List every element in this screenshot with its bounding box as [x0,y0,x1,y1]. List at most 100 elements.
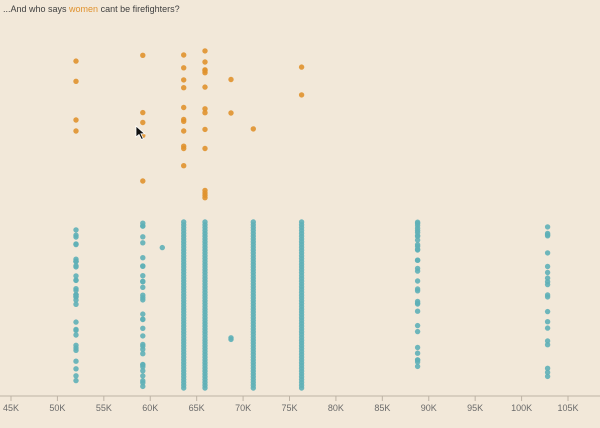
women-point[interactable] [202,59,208,65]
men-point[interactable] [140,316,146,323]
women-point[interactable] [228,76,234,83]
men-point[interactable] [414,298,421,305]
men-point[interactable] [140,223,146,229]
men-point[interactable] [544,369,551,376]
men-point[interactable] [298,385,305,391]
women-point[interactable] [140,109,146,116]
men-point[interactable] [414,359,421,365]
women-point[interactable] [202,84,208,90]
women-point[interactable] [73,78,79,85]
women-point[interactable] [181,77,187,83]
men-point[interactable] [140,368,146,374]
women-point[interactable] [73,117,79,123]
men-point[interactable] [414,308,421,314]
men-point[interactable] [544,338,551,344]
men-point[interactable] [159,244,165,251]
men-point[interactable] [544,224,551,230]
men-point[interactable] [414,322,421,329]
men-point[interactable] [414,288,421,294]
men-point[interactable] [140,255,146,261]
women-point[interactable] [140,52,146,58]
men-point[interactable] [73,319,79,325]
men-point[interactable] [140,284,146,290]
men-point[interactable] [414,242,421,248]
men-point[interactable] [181,385,187,391]
women-point[interactable] [202,195,208,201]
men-point[interactable] [73,241,79,247]
men-point[interactable] [544,319,551,325]
men-point[interactable] [228,335,234,341]
men-point[interactable] [73,292,79,298]
women-point[interactable] [73,58,79,64]
men-point[interactable] [544,230,551,237]
men-point[interactable] [73,258,79,264]
women-point[interactable] [202,106,208,112]
men-point[interactable] [414,246,421,252]
men-point[interactable] [544,281,551,288]
women-point[interactable] [181,104,187,111]
women-point[interactable] [202,190,208,196]
men-point[interactable] [544,292,551,298]
men-point[interactable] [140,351,146,357]
men-point[interactable] [414,268,421,274]
men-point[interactable] [73,332,79,338]
men-point[interactable] [140,364,146,370]
women-point[interactable] [181,116,187,123]
men-point[interactable] [414,363,421,370]
men-point[interactable] [544,263,551,270]
men-point[interactable] [140,263,146,269]
women-point[interactable] [181,52,187,58]
men-point[interactable] [414,220,421,227]
men-point[interactable] [73,287,79,294]
men-point[interactable] [73,366,79,372]
men-point[interactable] [544,365,551,371]
women-point[interactable] [73,128,79,134]
men-point[interactable] [140,234,146,240]
men-point[interactable] [140,325,146,331]
women-point[interactable] [181,145,187,152]
women-point[interactable] [250,126,256,132]
men-point[interactable] [73,358,79,364]
men-point[interactable] [140,373,146,379]
men-point[interactable] [140,297,146,303]
women-point[interactable] [202,48,208,54]
men-point[interactable] [73,264,79,270]
men-point[interactable] [73,277,79,283]
men-point[interactable] [414,344,421,351]
women-point[interactable] [298,92,305,98]
men-point[interactable] [140,279,146,285]
women-point[interactable] [140,178,146,184]
men-point[interactable] [73,301,79,307]
women-point[interactable] [298,64,305,70]
men-point[interactable] [73,227,79,233]
men-point[interactable] [73,373,79,379]
men-point[interactable] [414,233,421,239]
men-point[interactable] [140,311,146,317]
men-point[interactable] [140,240,146,246]
women-point[interactable] [202,110,208,116]
men-point[interactable] [140,333,146,339]
men-point[interactable] [73,342,79,348]
men-point[interactable] [250,385,256,391]
men-point[interactable] [414,350,421,356]
women-point[interactable] [202,126,208,133]
men-point[interactable] [73,377,79,384]
men-point[interactable] [544,373,551,380]
men-point[interactable] [544,325,551,331]
men-point[interactable] [140,341,146,348]
men-point[interactable] [140,383,146,390]
men-point[interactable] [414,237,421,243]
men-point[interactable] [414,257,421,263]
men-point[interactable] [544,269,551,276]
women-point[interactable] [228,110,234,116]
men-point[interactable] [414,328,421,335]
men-point[interactable] [73,234,79,240]
men-point[interactable] [202,385,208,391]
men-point[interactable] [414,278,421,284]
women-point[interactable] [181,85,187,91]
women-point[interactable] [181,128,187,134]
women-point[interactable] [202,145,208,152]
women-point[interactable] [140,119,146,126]
men-point[interactable] [544,342,551,348]
